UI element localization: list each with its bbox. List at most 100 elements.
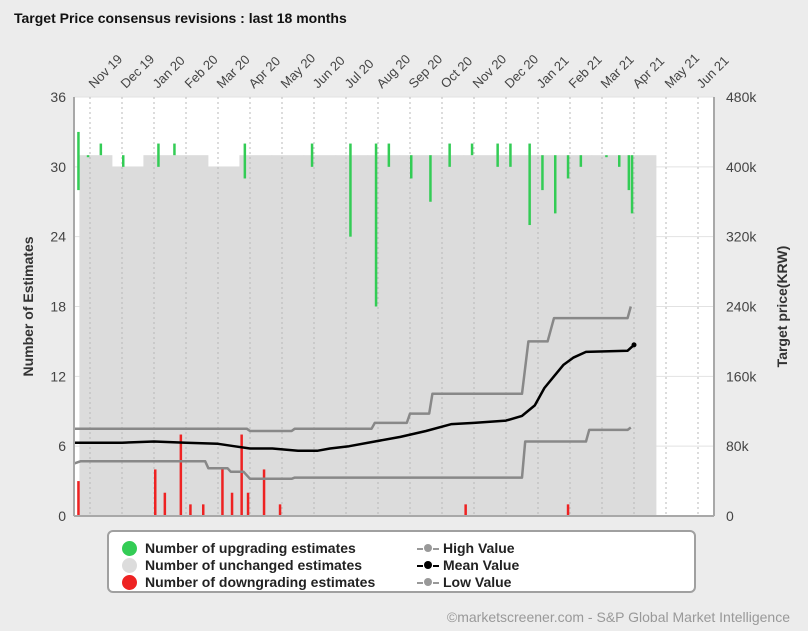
y-left-tick-label-4: 24	[50, 229, 66, 245]
legend-high-dot	[424, 544, 432, 552]
x-tick-label-0: Nov 19	[86, 51, 126, 91]
upgrading-bar-7	[310, 143, 314, 167]
y-left-tick-label-6: 36	[50, 89, 66, 105]
upgrading-bar-15	[496, 143, 499, 167]
downgrading-bar-10	[262, 469, 266, 516]
upgrading-bar-23	[618, 155, 621, 167]
upgrading-bar-8	[349, 143, 352, 237]
unchanged-bar-2	[143, 155, 177, 516]
y-left-tick-label-0: 0	[58, 508, 66, 524]
downgrading-bar-3	[179, 434, 183, 516]
downgrading-bar-13	[566, 504, 570, 516]
legend-upgrading-marker	[122, 541, 137, 556]
unchanged-bar-12	[463, 155, 497, 516]
downgrading-bar-8	[240, 434, 243, 516]
upgrading-bar-3	[122, 155, 125, 167]
legend-low-label: Low Value	[443, 574, 512, 590]
y-right-axis-title: Target price(KRW)	[774, 246, 790, 368]
upgrading-bar-17	[528, 143, 531, 226]
x-tick-label-8: Jul 20	[342, 56, 377, 91]
x-tick-label-18: May 21	[662, 50, 703, 91]
x-tick-label-10: Sep 20	[406, 51, 446, 91]
upgrading-bar-9	[374, 143, 378, 307]
y-right-tick-label-5: 400k	[726, 159, 757, 175]
upgrading-bar-16	[509, 143, 512, 167]
x-tick-label-2: Jan 20	[150, 53, 188, 91]
y-right-tick-label-4: 320k	[726, 229, 757, 245]
upgrading-bar-4	[157, 143, 160, 167]
y-right-tick-label-1: 80k	[726, 438, 750, 454]
low-value-line	[73, 426, 632, 481]
legend: Number of upgrading estimates Number of …	[107, 530, 696, 593]
unchanged-bar-0	[79, 155, 113, 516]
downgrading-bar-7	[230, 492, 234, 516]
x-tick-label-16: Mar 21	[598, 52, 637, 91]
x-tick-label-17: Apr 21	[630, 53, 668, 91]
y-right-tick-label-0: 0	[726, 508, 734, 524]
unchanged-bar-17	[623, 155, 657, 516]
upgrading-bar-22	[605, 155, 608, 158]
y-right-tick-label-2: 160k	[726, 368, 757, 384]
upgrading-bar-6	[243, 143, 247, 179]
upgrading-bar-25	[630, 155, 634, 214]
unchanged-bar-7	[303, 155, 337, 516]
x-tick-label-11: Oct 20	[438, 53, 476, 91]
downgrading-bar-1	[154, 469, 157, 516]
high-value-line	[74, 306, 633, 433]
legend-unchanged-marker	[122, 558, 137, 573]
x-tick-label-14: Jan 21	[534, 53, 572, 91]
upgrading-bar-21	[579, 155, 583, 167]
unchanged-bar-11	[431, 155, 465, 516]
unchanged-bar-14	[527, 155, 561, 516]
downgrading-bar-9	[246, 492, 250, 516]
legend-mean-dot	[424, 561, 432, 569]
upgrading-bar-12	[429, 155, 432, 202]
legend-upgrading-label: Number of upgrading estimates	[145, 540, 356, 556]
upgrading-bar-19	[554, 155, 557, 214]
upgrading-bar-0	[77, 131, 80, 191]
downgrading-bar-0	[77, 481, 80, 516]
legend-downgrading-label: Number of downgrading estimates	[145, 574, 376, 590]
x-tick-label-1: Dec 19	[118, 51, 158, 91]
downgrading-bar-2	[163, 492, 167, 516]
unchanged-bar-1	[111, 166, 145, 517]
upgrading-bar-5	[173, 143, 176, 156]
unchanged-bar-15	[559, 155, 593, 516]
x-tick-label-3: Feb 20	[182, 52, 221, 91]
upgrading-bar-2	[99, 143, 103, 156]
source-credit: ©marketscreener.com - S&P Global Market …	[446, 609, 790, 625]
downgrading-bar-11	[278, 504, 282, 516]
downgrading-bar-5	[202, 504, 205, 516]
downgrading-bar-12	[464, 504, 467, 516]
downgrading-bar-6	[221, 469, 224, 516]
mean-value-end-point	[631, 342, 637, 348]
x-tick-label-6: May 20	[278, 50, 319, 91]
y-left-tick-label-1: 6	[58, 438, 66, 454]
upgrading-bar-13	[448, 143, 451, 167]
x-tick-label-15: Feb 21	[566, 52, 605, 91]
unchanged-bar-16	[591, 155, 625, 516]
unchanged-bar-8	[335, 155, 369, 516]
mean-value-line	[74, 343, 635, 453]
upgrading-bar-14	[470, 143, 474, 156]
unchanged-bar-10	[399, 155, 433, 516]
unchanged-bar-5	[239, 155, 273, 516]
x-tick-label-13: Dec 20	[502, 51, 542, 91]
upgrading-bar-1	[86, 155, 90, 158]
upgrading-bar-18	[541, 155, 544, 191]
unchanged-bar-6	[271, 155, 305, 516]
chart-title: Target Price consensus revisions : last …	[14, 10, 347, 26]
y-left-tick-label-5: 30	[50, 159, 66, 175]
upgrading-bar-20	[566, 155, 570, 179]
y-right-tick-label-6: 480k	[726, 89, 757, 105]
upgrading-bar-10	[387, 143, 391, 167]
x-tick-label-9: Aug 20	[374, 51, 414, 91]
downgrading-bar-4	[189, 504, 192, 516]
y-right-tick-label-3: 240k	[726, 299, 757, 315]
unchanged-bar-9	[367, 155, 401, 516]
legend-unchanged-label: Number of unchanged estimates	[145, 557, 363, 573]
legend-downgrading-marker	[122, 575, 137, 590]
legend-low-dot	[424, 578, 432, 586]
